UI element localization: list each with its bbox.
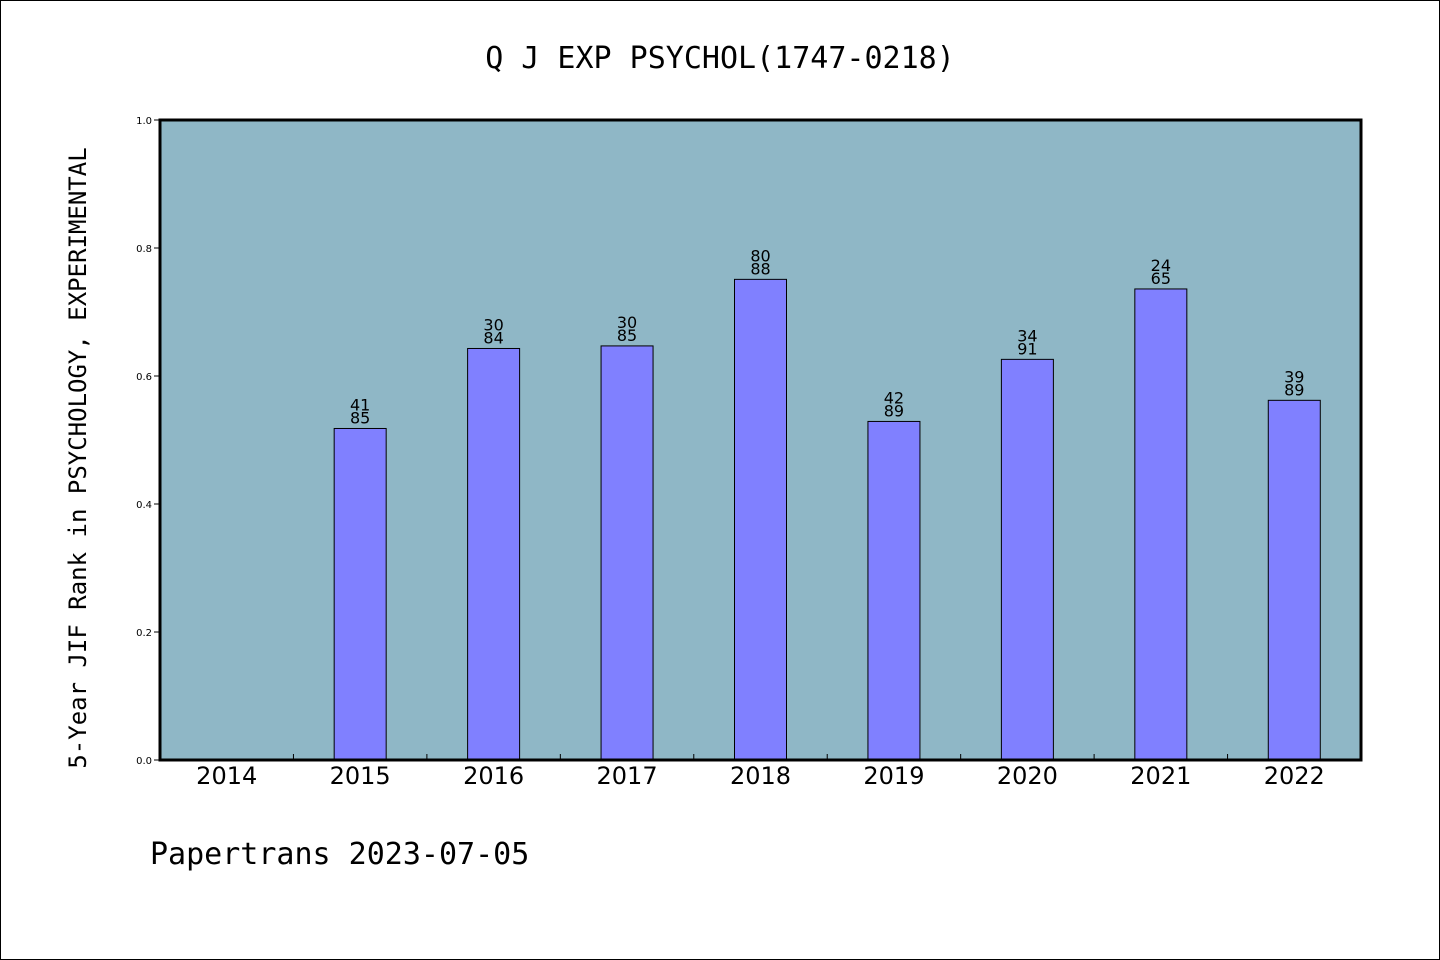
x-tick-label-2018: 2018: [730, 762, 791, 790]
bar-label-top-2020: 34: [1017, 326, 1037, 345]
bar-2018: [734, 278, 787, 761]
bar-2022: [1267, 399, 1321, 761]
x-tick-label-2014: 2014: [196, 762, 257, 790]
footer-text: Papertrans 2023-07-05: [150, 837, 529, 872]
y-tick-label-0.6: 0.6: [136, 372, 152, 383]
bar-label-bottom-2021: 65: [1151, 269, 1171, 288]
chart-title: Q J EXP PSYCHOL(1747-0218): [485, 41, 955, 76]
bar-label-top-2016: 30: [483, 315, 503, 334]
bar-2021: [1134, 288, 1188, 761]
bar-2020: [1000, 358, 1054, 761]
bar-label-top-2017: 30: [617, 313, 637, 332]
bar-label-top-2015: 41: [350, 395, 370, 414]
x-tick-label-2017: 2017: [597, 762, 658, 790]
bar-label-top-2022: 39: [1284, 367, 1304, 386]
x-tick-label-2020: 2020: [997, 762, 1058, 790]
bar-2016: [467, 347, 521, 761]
ticks-group: 2014 2015 2016 2017 2018 2019 2020 2021 2022 0.0 0…: [136, 116, 1325, 790]
bar-label-bottom-2015: 85: [350, 408, 370, 427]
y-axis-label: 5-Year JIF Rank in PSYCHOLOGY, EXPERIMEN…: [64, 147, 92, 768]
bar-label-top-2019: 42: [884, 388, 904, 407]
bar-2017: [600, 345, 654, 761]
bar-label-bottom-2019: 89: [884, 401, 904, 420]
y-tick-label-1.0: 1.0: [136, 116, 152, 127]
x-tick-label-2019: 2019: [863, 762, 924, 790]
bar-label-top-2021: 24: [1151, 256, 1171, 275]
bar-label-bottom-2018: 88: [750, 259, 770, 278]
y-tick-label-0.4: 0.4: [136, 500, 152, 511]
bar-label-bottom-2022: 89: [1284, 380, 1304, 399]
bar-label-bottom-2016: 84: [483, 328, 503, 347]
plot-border: [158, 118, 1363, 762]
bar-2015: [333, 427, 387, 761]
y-tick-label-0.8: 0.8: [136, 244, 152, 255]
x-tick-label-2021: 2021: [1130, 762, 1191, 790]
bar-label-top-2018: 80: [750, 246, 770, 265]
bar-label-bottom-2020: 91: [1017, 339, 1037, 358]
bar-label-bottom-2017: 85: [617, 326, 637, 345]
bar-2019: [867, 420, 921, 761]
x-tick-label-2015: 2015: [330, 762, 391, 790]
x-tick-label-2022: 2022: [1264, 762, 1325, 790]
y-tick-label-0.2: 0.2: [136, 628, 152, 639]
y-tick-label-0.0: 0.0: [136, 756, 152, 767]
x-tick-label-2016: 2016: [463, 762, 524, 790]
